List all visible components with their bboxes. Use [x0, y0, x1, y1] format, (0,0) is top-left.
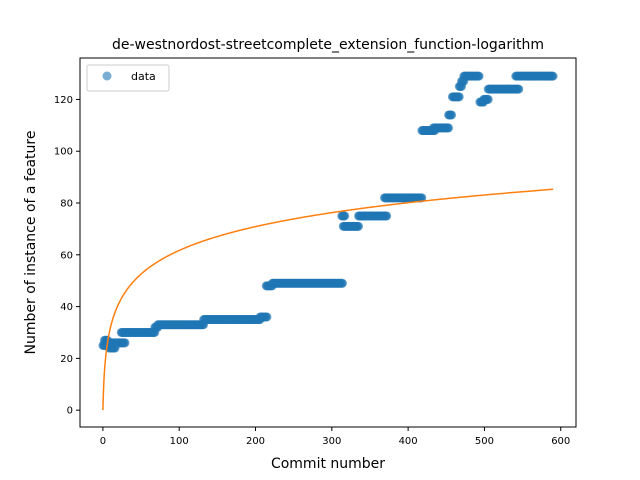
- x-axis-label: Commit number: [271, 456, 385, 472]
- legend-box: [86, 64, 170, 92]
- y-tick-label: 80: [60, 199, 73, 210]
- series-data: [98, 71, 558, 353]
- plot-area: [98, 71, 558, 411]
- data-point: [340, 211, 350, 221]
- data-point: [338, 278, 347, 288]
- x-tick-label: 600: [551, 436, 570, 447]
- y-tick-label: 60: [60, 250, 73, 261]
- data-point: [514, 84, 524, 94]
- y-tick-label: 120: [54, 95, 73, 106]
- legend-marker-data: [102, 71, 112, 81]
- y-tick-label: 0: [67, 406, 73, 417]
- legend-label-data: data: [131, 70, 156, 83]
- data-point: [447, 110, 457, 120]
- data-point: [444, 123, 454, 133]
- data-point: [474, 71, 484, 81]
- data-point: [548, 71, 558, 81]
- y-tick-label: 20: [60, 354, 73, 365]
- axes: 0 100 200 300 400 500 600 0 20 40 60 80 100 120: [54, 95, 570, 447]
- data-point: [354, 221, 364, 231]
- data-point: [454, 92, 464, 102]
- data-point: [382, 211, 392, 221]
- data-point: [120, 338, 130, 348]
- data-point: [483, 94, 493, 104]
- x-tick-label: 200: [246, 436, 265, 447]
- data-point: [262, 312, 272, 322]
- y-axis-label: Number of instance of a feature: [23, 131, 39, 355]
- x-tick-label: 100: [170, 436, 189, 447]
- x-tick-label: 300: [322, 436, 341, 447]
- x-tick-label: 500: [475, 436, 494, 447]
- data-point: [417, 193, 427, 203]
- x-tick-label: 0: [100, 436, 106, 447]
- y-tick-label: 100: [54, 147, 73, 158]
- y-tick-label: 40: [60, 302, 73, 313]
- chart-title: de-westnordost-streetcomplete_extension_…: [112, 37, 544, 53]
- x-tick-label: 400: [399, 436, 418, 447]
- plot-frame: [79, 57, 577, 428]
- fit-line: [102, 188, 554, 411]
- legend: data: [86, 64, 170, 92]
